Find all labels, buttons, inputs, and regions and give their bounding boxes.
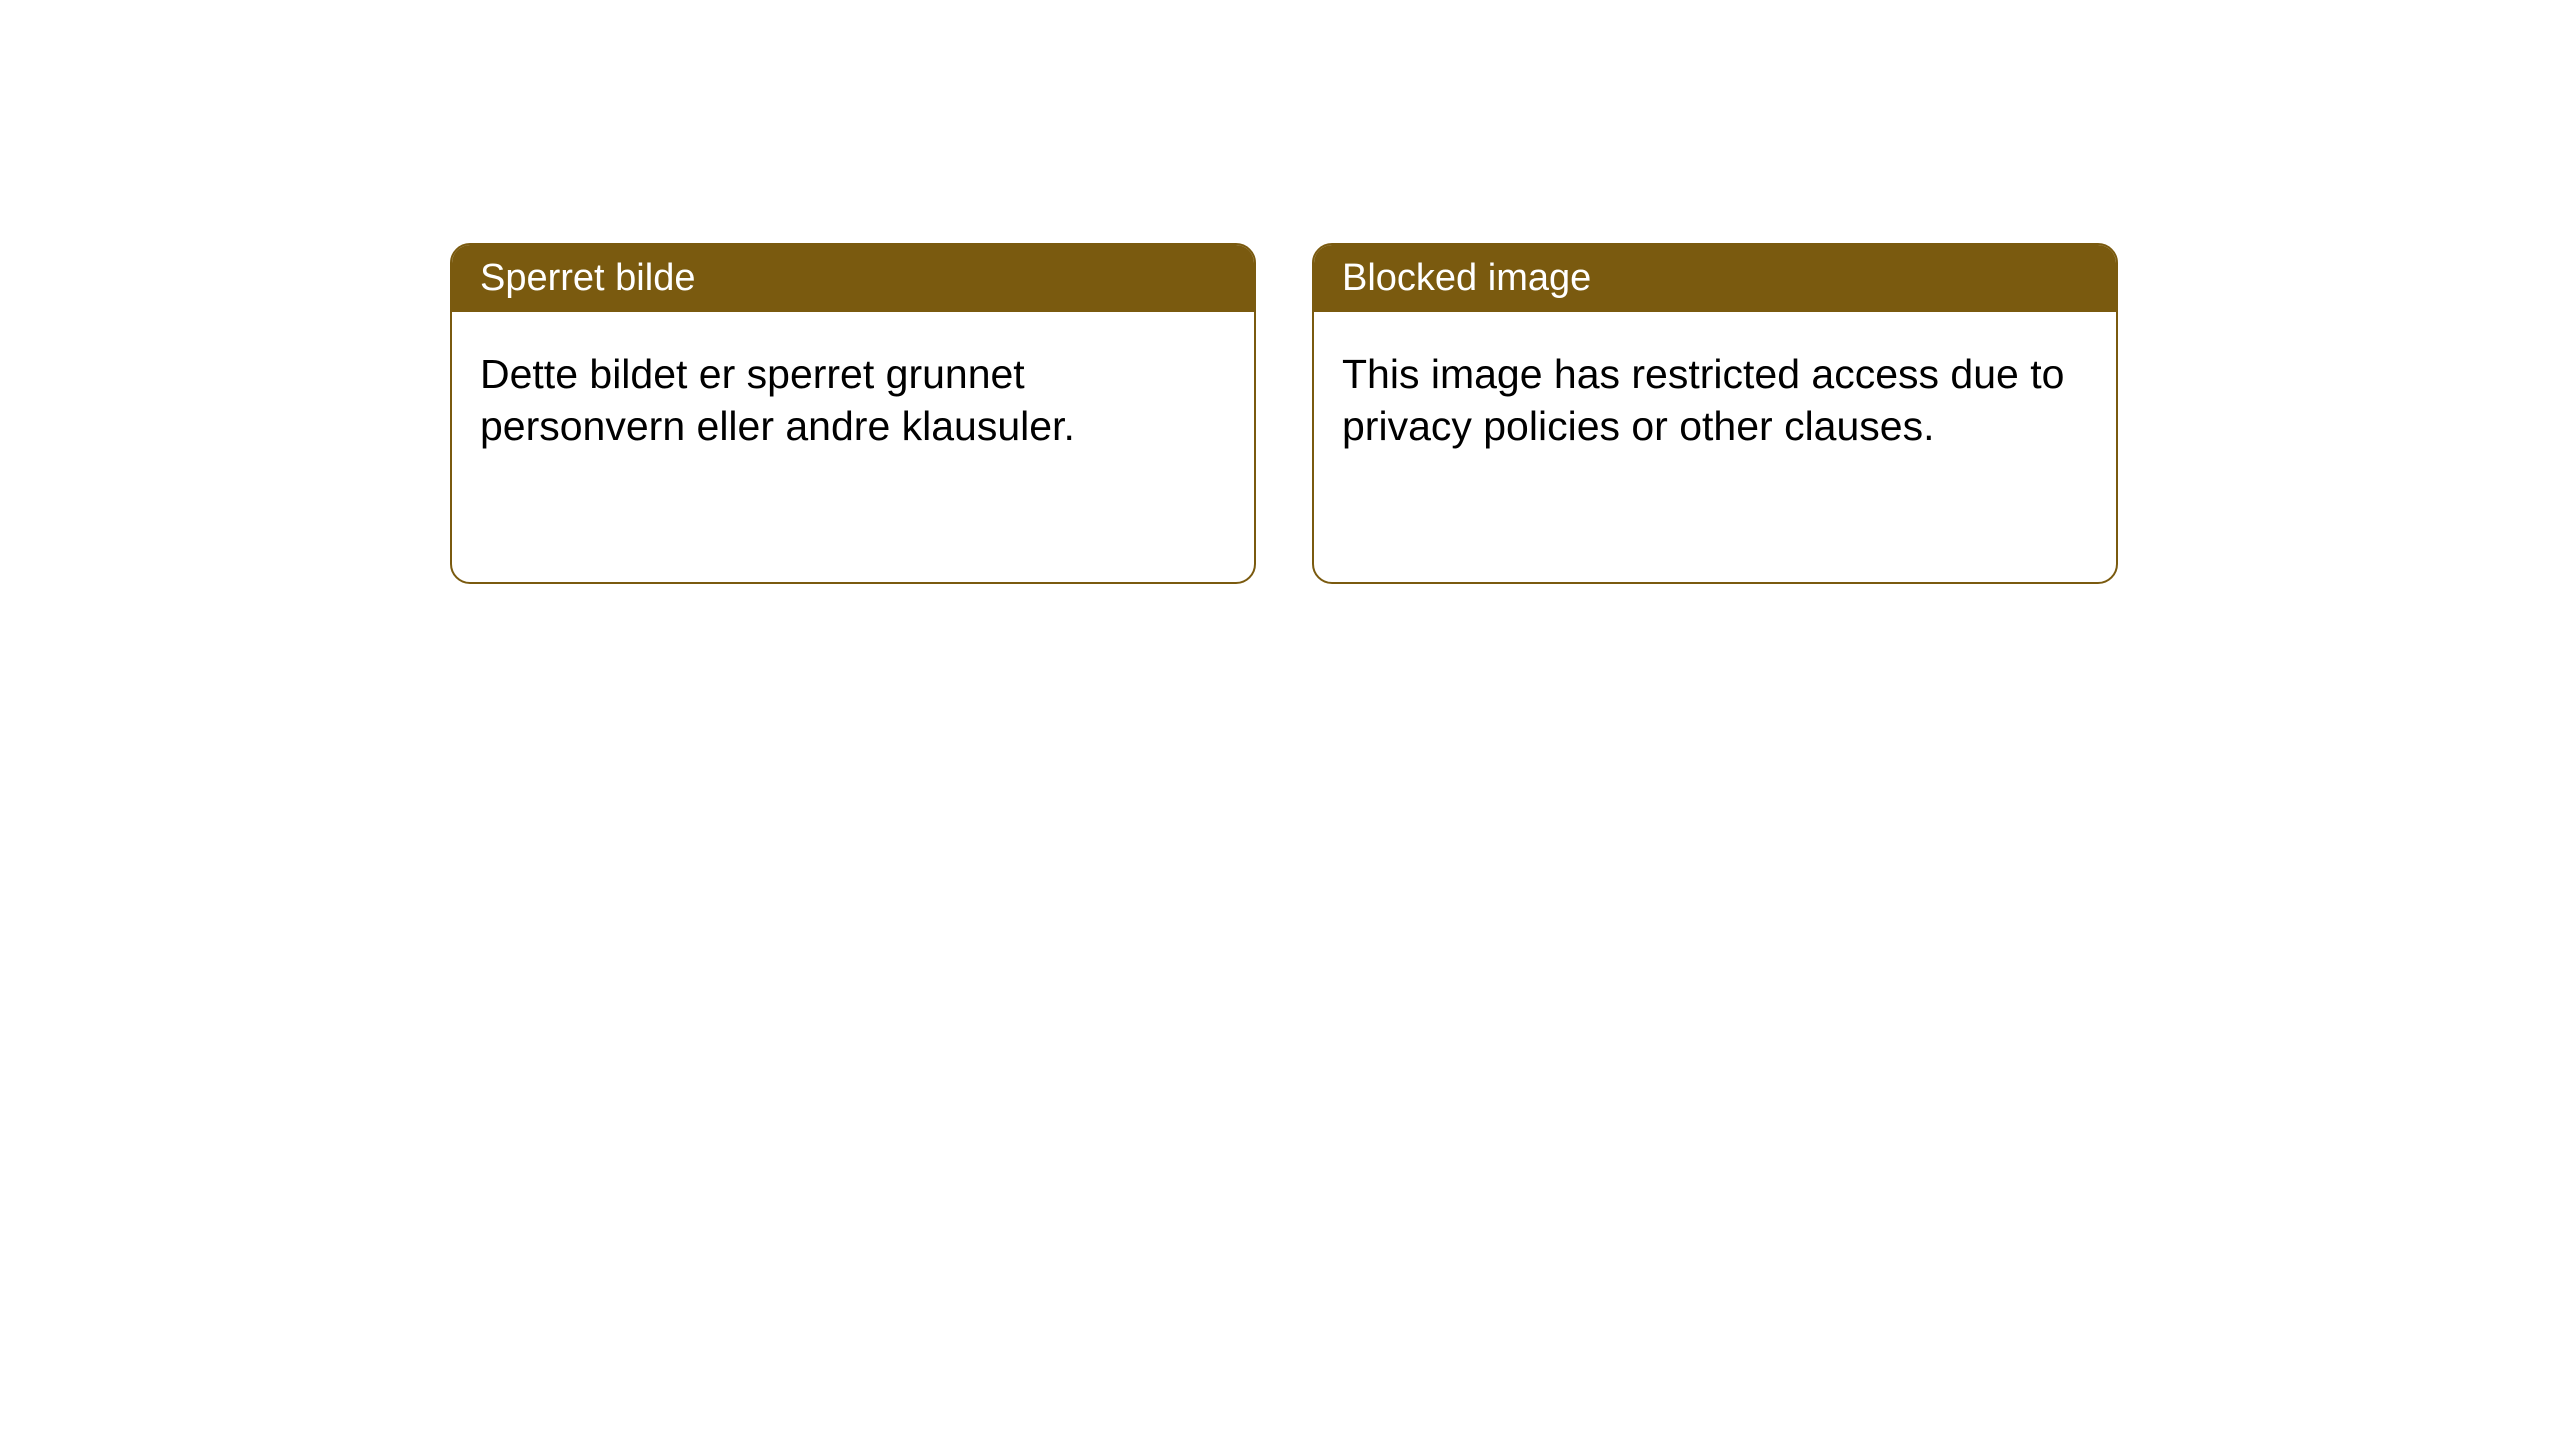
notice-header-norwegian: Sperret bilde	[452, 245, 1254, 312]
notice-header-english: Blocked image	[1314, 245, 2116, 312]
notice-card-english: Blocked image This image has restricted …	[1312, 243, 2118, 584]
notice-body-norwegian: Dette bildet er sperret grunnet personve…	[452, 312, 1254, 582]
notice-body-english: This image has restricted access due to …	[1314, 312, 2116, 582]
notice-card-norwegian: Sperret bilde Dette bildet er sperret gr…	[450, 243, 1256, 584]
notice-container: Sperret bilde Dette bildet er sperret gr…	[0, 0, 2560, 584]
